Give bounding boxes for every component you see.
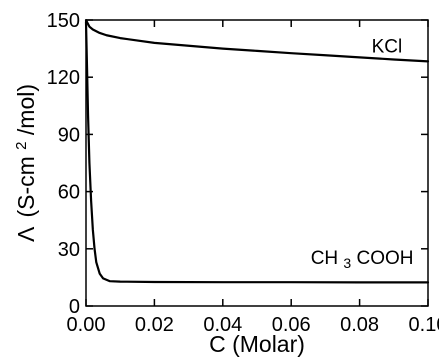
x-tick-label: 0.10	[409, 314, 439, 336]
y-tick-label: 90	[58, 124, 80, 146]
x-axis-ticks: 0.00 0.02 0.04 0.06 0.08 0.10	[67, 20, 439, 336]
y-tick-label: 60	[58, 182, 80, 204]
series-line-kcl	[84, 19, 430, 63]
y-axis-title: Λ (S-cm 2 /mol)	[5, 84, 39, 242]
y-tick-label: 30	[58, 239, 80, 261]
series-layer	[84, 19, 430, 284]
y-axis-unit-suffix: /mol)	[13, 84, 39, 135]
series-label-kcl: KCl	[372, 36, 403, 57]
y-tick-label: 0	[69, 296, 80, 318]
x-axis-title: C (Molar)	[209, 331, 305, 357]
series-line-ch3cooh	[84, 20, 430, 284]
plot-area	[85, 19, 429, 307]
x-tick-label: 0.06	[272, 314, 311, 336]
series-label-ch3cooh-part2: COOH	[357, 248, 414, 269]
y-tick-label: 120	[47, 67, 80, 89]
series-label-kcl-text: KCl	[372, 36, 403, 57]
x-tick-label: 0.08	[340, 314, 379, 336]
series-label-ch3cooh-part1: CH	[311, 248, 338, 269]
series-label-ch3cooh-subscript: 3	[343, 255, 351, 271]
x-tick-label: 0.00	[67, 314, 106, 336]
plot-frame	[85, 19, 429, 307]
y-tick-label: 150	[47, 10, 80, 32]
x-tick-label: 0.04	[203, 314, 242, 336]
y-axis-unit-prefix: (S-cm	[13, 156, 39, 217]
y-axis-ticks: 0 30 60 90 120 150	[47, 10, 428, 318]
y-axis-symbol: Λ	[13, 226, 39, 242]
x-tick-label: 0.02	[135, 314, 174, 336]
y-axis-unit-superscript: 2	[13, 141, 30, 149]
series-label-ch3cooh: CH 3 COOH	[311, 248, 414, 273]
